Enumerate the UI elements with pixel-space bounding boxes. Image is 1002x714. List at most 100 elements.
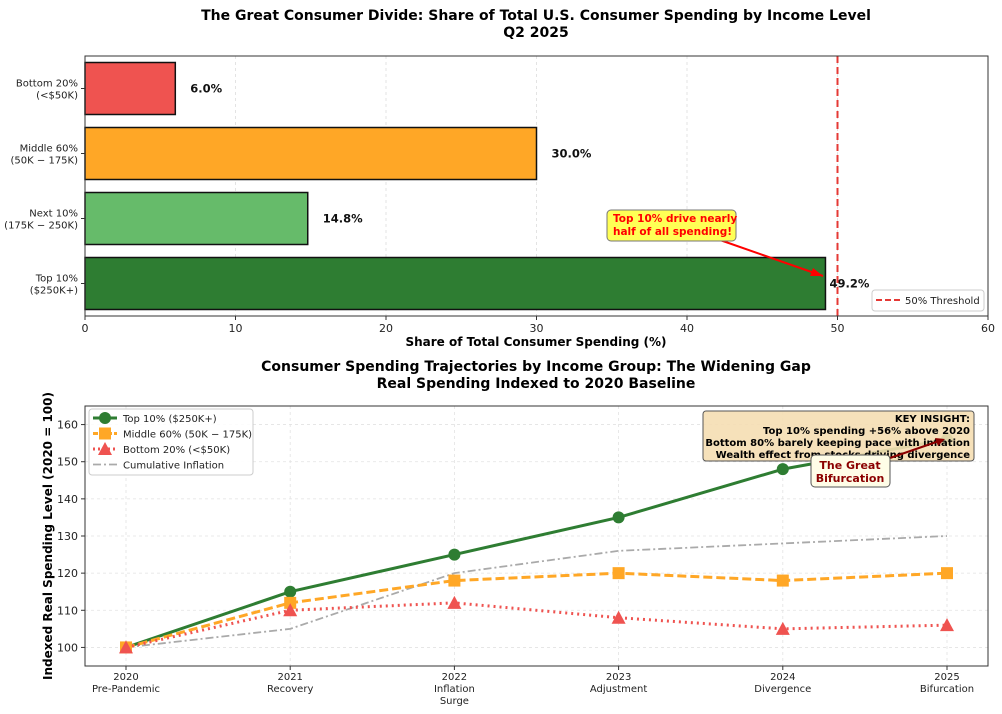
x-tick-phase: Recovery — [267, 684, 313, 695]
bar-chart-bars: 6.0% 30.0% 14.8% 49.2% — [84, 61, 870, 311]
bar-chart-x-ticks: 0 10 20 30 40 50 60 — [82, 316, 995, 335]
bifurcation-line1: The Great — [819, 459, 880, 472]
series-dashdot — [125, 535, 948, 649]
x-tick-year: 2020 — [113, 672, 138, 683]
data-point — [941, 567, 953, 580]
x-tick-phase: Divergence — [754, 684, 811, 695]
legend-threshold-label: 50% Threshold — [905, 296, 980, 307]
data-point — [611, 610, 626, 624]
annotation-line1: Top 10% drive nearly — [613, 213, 737, 225]
x-tick-year: 2022 — [442, 672, 467, 683]
data-point — [612, 567, 625, 580]
data-point — [940, 618, 954, 632]
x-tick-label: 50 — [831, 322, 845, 335]
series-line — [125, 571, 948, 649]
data-point — [284, 585, 297, 598]
line-chart-y-ticks: 100 110 120 130 140 150 160 — [57, 419, 85, 654]
bar-chart: The Great Consumer Divide: Share of Tota… — [4, 8, 995, 349]
x-tick-phase: Adjustment — [590, 684, 647, 695]
x-tick-year: 2023 — [606, 672, 631, 683]
data-point — [119, 640, 133, 654]
y-tick-label: 130 — [57, 530, 78, 543]
line-chart-title-line1: Consumer Spending Trajectories by Income… — [261, 359, 811, 375]
insight-box: KEY INSIGHT: Top 10% spending +56% above… — [702, 410, 975, 462]
y-tick-label: 140 — [57, 493, 78, 506]
y-tick-label: 100 — [57, 641, 78, 654]
data-point — [612, 511, 625, 524]
annotation-box — [606, 209, 737, 242]
series-line — [125, 601, 948, 649]
data-point — [448, 548, 461, 561]
x-tick-label: 10 — [229, 322, 243, 335]
legend-label: Cumulative Inflation — [123, 461, 224, 472]
legend-box — [871, 289, 985, 312]
bar — [84, 256, 827, 311]
y-category-label-line1: Bottom 20% — [16, 79, 78, 90]
bar-chart-legend: 50% Threshold — [871, 289, 985, 312]
legend-swatch-marker — [99, 427, 111, 440]
data-point — [447, 595, 462, 609]
series-dotted — [119, 595, 954, 654]
bar-annotation: Top 10% drive nearly half of all spendin… — [606, 209, 824, 277]
data-point — [284, 596, 297, 609]
series-line — [125, 437, 948, 649]
bar — [84, 126, 538, 181]
bar-value-label: 14.8% — [323, 212, 363, 226]
y-category-label-line2: (50K − 175K) — [11, 156, 79, 167]
y-category-label-line1: Middle 60% — [20, 144, 78, 155]
bifurcation-arrowhead-icon — [935, 438, 945, 446]
annotation-arrowhead-icon — [810, 268, 823, 276]
bifurcation-box — [810, 454, 891, 488]
data-point — [448, 574, 461, 587]
line-chart: Consumer Spending Trajectories by Income… — [41, 359, 989, 707]
bar — [84, 61, 177, 116]
bar-chart-xlabel: Share of Total Consumer Spending (%) — [405, 335, 666, 349]
data-point — [776, 574, 789, 587]
bifurcation-arrow — [889, 439, 943, 459]
legend-label: Top 10% ($250K+) — [122, 414, 217, 425]
legend-box — [88, 408, 254, 476]
bar-value-label: 30.0% — [552, 147, 592, 161]
y-category-label-line2: (<$50K) — [36, 91, 78, 102]
bifurcation-annotation: The Great Bifurcation — [810, 438, 945, 488]
line-chart-title-line2: Real Spending Indexed to 2020 Baseline — [377, 376, 696, 392]
insight-line-2: Bottom 80% barely keeping pace with infl… — [705, 438, 970, 449]
y-tick-label: 150 — [57, 456, 78, 469]
x-tick-label: 60 — [981, 322, 995, 335]
y-tick-label: 160 — [57, 419, 78, 432]
y-tick-label: 120 — [57, 567, 78, 580]
x-tick-year: 2024 — [770, 672, 795, 683]
x-tick-label: 0 — [82, 322, 89, 335]
legend-label: Bottom 20% (<$50K) — [123, 445, 230, 456]
x-tick-phase-line2: Surge — [440, 696, 469, 707]
insight-line-0: KEY INSIGHT: — [895, 414, 970, 425]
y-category-label-line2: ($250K+) — [30, 286, 78, 297]
y-category-label-line1: Top 10% — [35, 274, 78, 285]
y-tick-label: 110 — [57, 604, 78, 617]
bar-value-label: 6.0% — [190, 82, 222, 96]
bar-chart-y-categories: Bottom 20%(<$50K) Middle 60%(50K − 175K) N… — [4, 79, 85, 297]
legend-label: Middle 60% (50K − 175K) — [123, 430, 252, 441]
line-chart-ylabel: Indexed Real Spending Level (2020 = 100) — [41, 392, 55, 680]
data-point — [775, 621, 790, 635]
annotation-line2: half of all spending! — [613, 226, 732, 238]
x-tick-phase: Inflation — [434, 684, 475, 695]
bifurcation-line2: Bifurcation — [816, 472, 885, 485]
bar — [84, 191, 309, 246]
x-tick-phase: Pre-Pandemic — [92, 684, 160, 695]
insight-line-1: Top 10% spending +56% above 2020 — [763, 426, 970, 437]
data-point — [283, 603, 298, 617]
annotation-arrow — [719, 239, 824, 277]
legend-swatch-marker — [98, 442, 112, 455]
data-point — [776, 463, 789, 476]
bar-chart-title-line2: Q2 2025 — [503, 25, 568, 41]
x-tick-label: 40 — [680, 322, 694, 335]
y-category-label-line1: Next 10% — [29, 209, 78, 220]
bar-chart-title-line1: The Great Consumer Divide: Share of Tota… — [201, 8, 871, 24]
x-tick-year: 2025 — [934, 672, 959, 683]
x-tick-phase: Bifurcation — [920, 684, 974, 695]
series-line — [125, 535, 948, 649]
line-chart-legend: Top 10% ($250K+) Middle 60% (50K − 175K) B… — [88, 408, 254, 476]
legend-swatch-marker — [99, 412, 111, 424]
y-category-label-line2: (175K − 250K) — [4, 221, 78, 232]
